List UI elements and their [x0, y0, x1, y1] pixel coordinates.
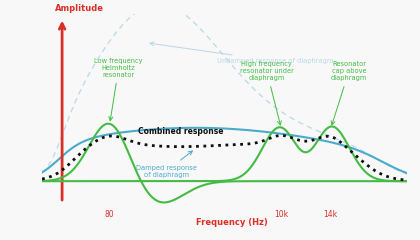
Text: 14k: 14k: [323, 210, 338, 219]
Text: Combined response: Combined response: [138, 127, 223, 136]
Text: Frequency (Hz): Frequency (Hz): [196, 218, 268, 227]
Text: High frequency
resonator under
diaphragm: High frequency resonator under diaphragm: [240, 61, 294, 125]
Text: Undamped response of diaphragm: Undamped response of diaphragm: [150, 42, 334, 64]
Text: Resonator
cap above
diaphragm: Resonator cap above diaphragm: [331, 61, 367, 125]
Text: Low frequency
Helmholtz
resonator: Low frequency Helmholtz resonator: [94, 58, 143, 121]
Text: 10k: 10k: [274, 210, 289, 219]
Text: Damped response
of diaphragm: Damped response of diaphragm: [136, 151, 197, 178]
Text: 80: 80: [105, 210, 114, 219]
Text: Amplitude: Amplitude: [55, 4, 104, 13]
